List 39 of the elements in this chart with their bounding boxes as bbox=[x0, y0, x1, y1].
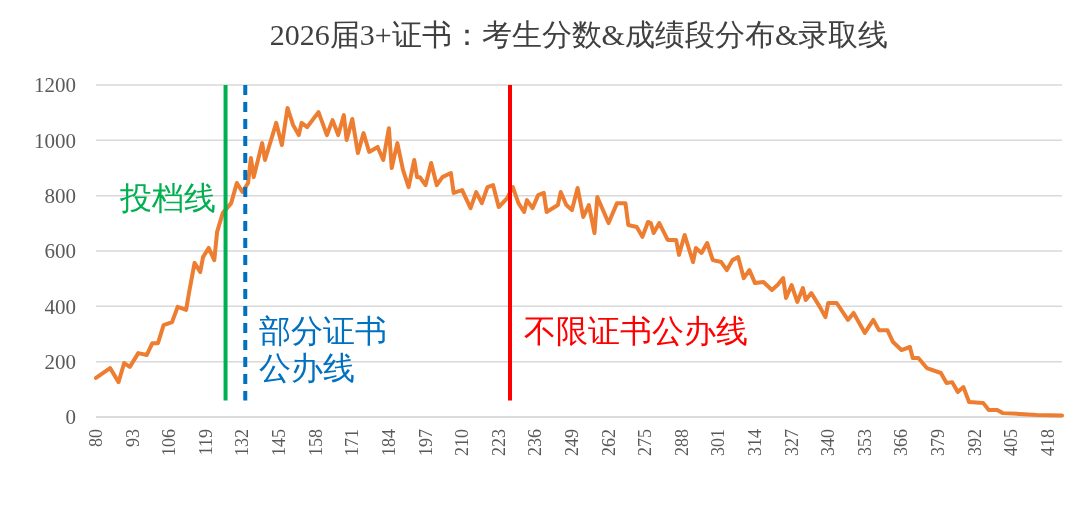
x-tick-label: 288 bbox=[671, 429, 692, 456]
x-tick-label: 275 bbox=[635, 429, 656, 456]
x-tick-label: 366 bbox=[891, 429, 912, 456]
x-tick-label: 80 bbox=[86, 429, 106, 447]
x-tick-label: 158 bbox=[305, 429, 326, 456]
y-tick-label: 800 bbox=[44, 184, 76, 209]
x-tick-label: 249 bbox=[561, 429, 582, 456]
line-series bbox=[94, 105, 1064, 418]
x-tick-label: 119 bbox=[195, 429, 216, 456]
x-tick-label: 106 bbox=[159, 429, 180, 456]
x-tick-label: 223 bbox=[488, 429, 509, 456]
x-tick-label: 418 bbox=[1037, 429, 1058, 456]
x-tick-label: 197 bbox=[415, 429, 436, 456]
y-tick-label: 600 bbox=[44, 239, 76, 264]
x-tick-label: 171 bbox=[342, 429, 363, 456]
x-tick-label: 236 bbox=[525, 429, 546, 456]
ref-line-label: 不限证书公办线 bbox=[524, 312, 748, 349]
x-tick-label: 340 bbox=[818, 429, 839, 456]
x-tick-label: 379 bbox=[928, 429, 949, 456]
y-tick-label: 400 bbox=[44, 294, 76, 319]
x-tick-label: 93 bbox=[122, 429, 143, 447]
ref-line-label: 部分证书公办线 bbox=[259, 312, 388, 386]
x-tick-label: 314 bbox=[745, 429, 766, 456]
x-tick-label: 327 bbox=[781, 429, 802, 456]
x-tick-label: 145 bbox=[269, 429, 290, 456]
ref-line-label: 投档线 bbox=[118, 180, 216, 217]
y-tick-label: 1200 bbox=[34, 73, 76, 98]
x-tick-label: 262 bbox=[598, 429, 619, 456]
y-tick-label: 1000 bbox=[34, 128, 76, 153]
x-tick-label: 405 bbox=[1001, 429, 1022, 456]
chart-title: 2026届3+证书：考生分数&成绩段分布&录取线 bbox=[269, 18, 889, 51]
y-tick-label: 0 bbox=[65, 405, 76, 430]
x-tick-label: 210 bbox=[452, 429, 473, 456]
y-tick-label: 200 bbox=[44, 350, 76, 375]
x-tick-label: 301 bbox=[708, 429, 729, 456]
x-tick-label: 353 bbox=[854, 429, 875, 456]
x-tick-label: 392 bbox=[964, 429, 985, 456]
x-tick-label: 132 bbox=[232, 429, 253, 456]
x-tick-label: 184 bbox=[378, 429, 399, 456]
